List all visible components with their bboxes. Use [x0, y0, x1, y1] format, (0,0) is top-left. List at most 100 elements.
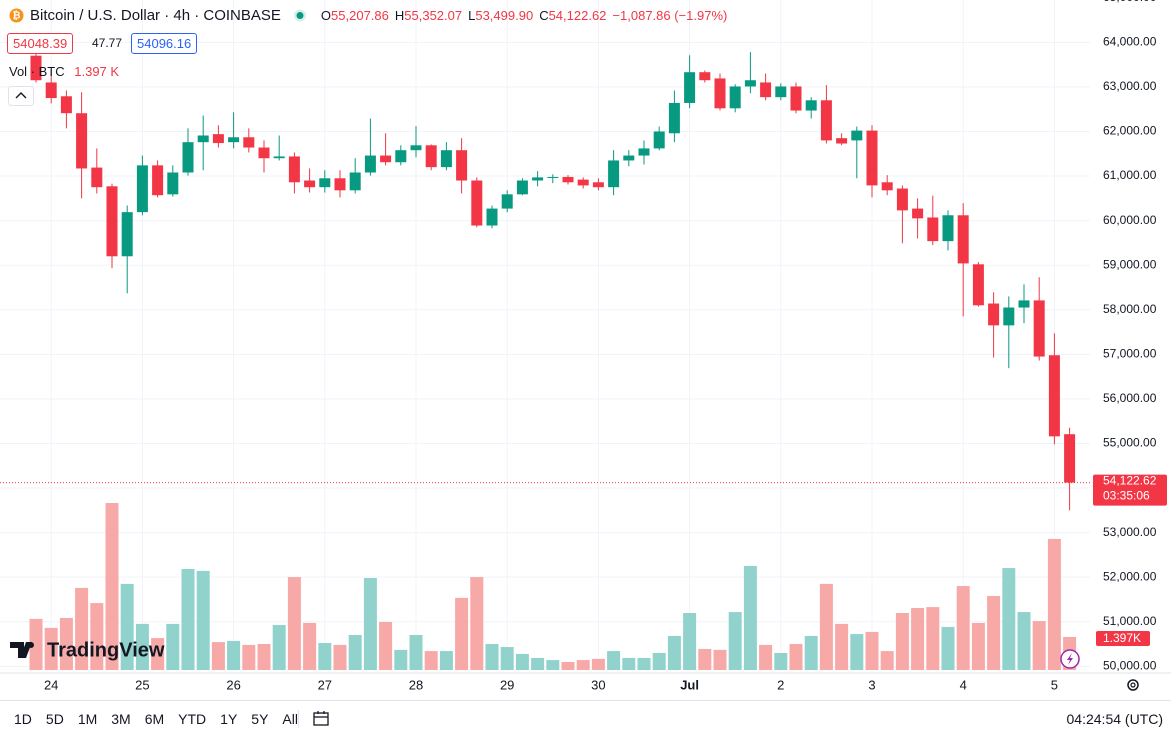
timeframe-button[interactable]: All [282, 711, 298, 727]
timeframe-button[interactable]: YTD [178, 711, 207, 727]
candle-body [395, 150, 407, 163]
candle-body [866, 130, 878, 186]
timeframe-button[interactable]: 5Y [251, 711, 269, 727]
symbol[interactable]: Bitcoin / U.S. Dollar · 4h · COINBASE [30, 7, 281, 24]
volume-bar [743, 565, 757, 670]
volume-bar [607, 651, 621, 670]
candle-body [790, 86, 802, 111]
volume-bar [272, 625, 286, 670]
candle-body [912, 208, 924, 219]
timeframe-button[interactable]: 5D [45, 711, 64, 727]
volume-bar [257, 643, 271, 670]
volume-bar [287, 577, 301, 670]
volume-bar [1047, 538, 1061, 670]
candle-body [820, 100, 832, 141]
price-tag-price: 54,122.62 [1103, 474, 1157, 488]
candle-body [729, 86, 741, 109]
volume-bar [880, 651, 894, 670]
volume-label: Vol · BTC [9, 64, 65, 79]
ohlc: O55,207.86 H55,352.07 L53,499.90 C54,122.62 [321, 8, 607, 23]
candle-body [881, 182, 893, 191]
candle-body [744, 80, 756, 87]
ohlc-value: 53,499.90 [475, 8, 534, 23]
volume-bar [728, 612, 742, 670]
gear-center [1130, 682, 1136, 688]
volume-bar [926, 607, 940, 670]
volume-bar [29, 618, 43, 670]
volume-bar [59, 617, 73, 670]
candle-body [653, 131, 665, 149]
ohlc-item: O55,207.86 [321, 8, 389, 23]
timeframe-button[interactable]: 6M [144, 711, 165, 727]
candle-body [896, 188, 908, 211]
volume-bar [956, 586, 970, 670]
candle-body [623, 155, 635, 161]
candle-body [1003, 307, 1015, 326]
timeframe-button[interactable]: 3M [111, 711, 131, 727]
ask[interactable]: 54096.16 [131, 33, 198, 54]
collapse-button[interactable] [8, 86, 34, 106]
volume-bar [789, 643, 803, 670]
candle-body [957, 215, 969, 264]
volume-bar [1017, 612, 1031, 670]
candle-body [440, 150, 452, 168]
candle-body [288, 156, 300, 183]
y-tick-label: 50,000.00 [1103, 658, 1157, 672]
clock[interactable]: 04:24:54 (UTC) [1066, 711, 1163, 727]
candle-body [197, 135, 209, 143]
volume-bar [683, 612, 697, 670]
candle-body [60, 96, 72, 114]
candle-body [1033, 300, 1045, 357]
timeframe-button[interactable]: 1Y [220, 711, 238, 727]
x-tick-label: 24 [44, 677, 58, 692]
volume-bar [151, 638, 165, 670]
bid[interactable]: 54048.39 [7, 33, 74, 54]
candle-body [927, 217, 939, 242]
candle-body [592, 182, 604, 188]
volume-bar [531, 657, 545, 670]
logo-mark [10, 642, 32, 658]
x-tick-label: 29 [500, 677, 514, 692]
volume-bar [333, 644, 347, 670]
x-tick-label: 3 [868, 677, 875, 692]
volume-bar [105, 503, 119, 670]
toolbar: 1D 5D 1M 3M 6M YTD 1Y 5Y All 04:24:54 (UTC) [0, 700, 1171, 737]
logo-dot [28, 642, 34, 648]
date-range-icon[interactable] [311, 710, 331, 728]
candle-body [212, 134, 224, 144]
candle-body [106, 186, 118, 257]
volume-bar [941, 626, 955, 670]
ohlc-value: 54,122.62 [548, 8, 607, 23]
volume-bar [819, 583, 833, 670]
volume-bar [120, 583, 134, 670]
market-status[interactable] [287, 8, 313, 23]
x-tick-label: 5 [1051, 677, 1058, 692]
ohlc-key: L [468, 8, 476, 23]
x-tick-label: 30 [591, 677, 605, 692]
x-tick-label: 4 [960, 677, 967, 692]
volume-bar [804, 635, 818, 670]
candle-body [136, 165, 148, 213]
y-tick-label: 64,000.00 [1103, 35, 1157, 49]
lightning-icon[interactable] [1060, 649, 1080, 669]
candle-body [577, 179, 589, 186]
y-tick-label: 52,000.00 [1103, 569, 1157, 583]
y-tick-label: 53,000.00 [1103, 525, 1157, 539]
y-tick-label: 55,000.00 [1103, 436, 1157, 450]
settings-icon[interactable] [1127, 679, 1139, 691]
volume-bar [485, 643, 499, 670]
timeframe-button[interactable]: 1D [14, 711, 32, 727]
ohlc-key: O [320, 8, 332, 23]
chart: 50,000.0051,000.0052,000.0053,000.0054,0… [0, 0, 1171, 692]
price-tag-countdown: 03:35:06 [1103, 489, 1150, 503]
timeframe-button[interactable]: 1M [77, 711, 98, 727]
candle-body [805, 100, 817, 111]
candle-body [988, 303, 1000, 326]
volume-bar [576, 660, 590, 670]
y-tick-label: 62,000.00 [1103, 124, 1157, 138]
spread: 47.77 [92, 36, 123, 50]
candle-body [152, 165, 164, 196]
volume-bar [166, 623, 180, 670]
y-tick-label: 61,000.00 [1103, 168, 1157, 182]
candle-body [121, 212, 133, 257]
